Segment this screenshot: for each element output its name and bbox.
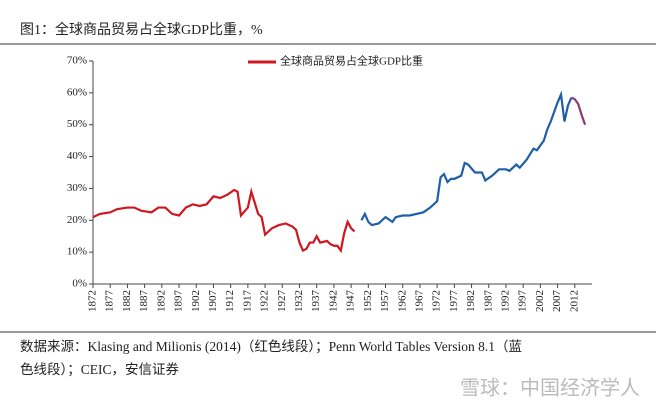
x-tick-label: 1972 <box>431 290 443 312</box>
x-tick-label: 1947 <box>345 290 357 313</box>
x-tick-label: 1987 <box>482 290 494 313</box>
x-tick-label: 1877 <box>104 290 116 313</box>
x-tick-label: 1902 <box>190 290 202 312</box>
y-tick-label: 30% <box>67 182 87 194</box>
x-tick-label: 1997 <box>517 290 529 313</box>
x-tick-label: 1892 <box>155 290 167 312</box>
x-tick-label: 1962 <box>396 290 408 312</box>
x-tick-label: 1907 <box>207 290 219 313</box>
source-line: 数据来源：Klasing and Milionis (2014)（红色线段）；P… <box>20 338 522 355</box>
x-tick-label: 1977 <box>448 290 460 313</box>
y-tick-label: 70% <box>67 55 87 67</box>
y-tick-label: 60% <box>67 86 87 98</box>
x-tick-label: 1957 <box>379 290 391 313</box>
watermark: 雪球：中国经济学人 <box>460 377 640 400</box>
x-tick-label: 1887 <box>138 290 150 313</box>
legend-label: 全球商品贸易占全球GDP比重 <box>280 54 423 68</box>
x-tick-label: 1897 <box>173 290 185 313</box>
series-line <box>360 90 573 227</box>
x-tick-label: 2012 <box>568 290 580 312</box>
series-line <box>570 96 587 126</box>
x-tick-label: 1967 <box>413 290 425 313</box>
x-tick-label: 1922 <box>259 290 271 312</box>
x-tick-label: 1882 <box>121 290 133 312</box>
x-tick-label: 2007 <box>551 290 563 313</box>
x-tick-label: 1912 <box>224 290 236 312</box>
x-tick-label: 1992 <box>499 290 511 312</box>
x-tick-label: 1942 <box>327 290 339 312</box>
series-line <box>92 187 356 254</box>
y-tick-label: 0% <box>72 278 87 290</box>
x-tick-label: 1917 <box>241 290 253 313</box>
y-tick-label: 10% <box>67 246 87 258</box>
x-tick-label: 1952 <box>362 290 374 312</box>
y-tick-label: 40% <box>67 150 87 162</box>
x-tick-label: 1982 <box>465 290 477 312</box>
x-tick-label: 1872 <box>87 290 99 312</box>
y-tick-label: 20% <box>67 214 87 226</box>
x-tick-label: 1932 <box>293 290 305 312</box>
chart-title: 图1：全球商品贸易占全球GDP比重，% <box>20 21 263 38</box>
source-line: 色线段）；CEIC，安信证券 <box>20 361 180 378</box>
x-tick-label: 1927 <box>276 290 288 313</box>
x-tick-label: 1937 <box>310 290 322 313</box>
x-tick-label: 2002 <box>534 290 546 312</box>
y-tick-label: 50% <box>67 118 87 130</box>
